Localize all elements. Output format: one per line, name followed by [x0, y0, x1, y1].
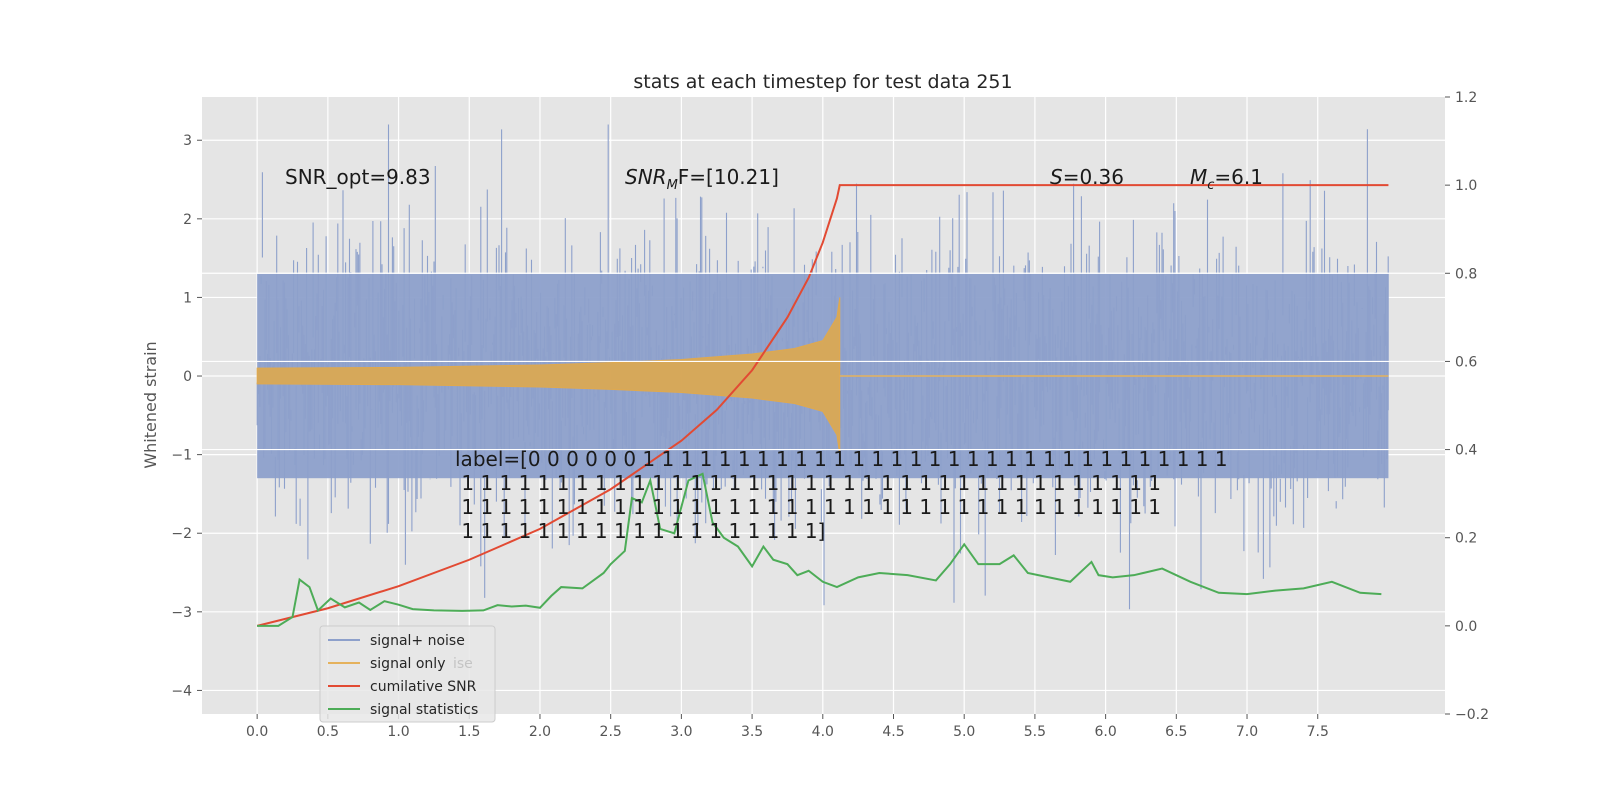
- x-tick-label: 2.5: [600, 724, 622, 740]
- label-line-2: 1 1 1 1 1 1 1 1 1 1 1 1 1 1 1 1 1 1 1 1 …: [455, 471, 1161, 495]
- cumulative-snr-line: [256, 184, 1389, 627]
- legend-entry-signal-statistics: signal statistics: [328, 702, 478, 718]
- legend: ise signal+ noise signal only cumilative…: [319, 625, 496, 723]
- annotations: SNR_opt=9.83 SNRMF=[10.21] S=0.36 Mc=6.1…: [285, 165, 1263, 543]
- mc-sub: c: [1207, 178, 1214, 193]
- label-line-3: 1 1 1 1 1 1 1 1 1 1 1 1 1 1 1 1 1 1 1 1 …: [455, 495, 1161, 519]
- x-tick-label: 3.5: [741, 724, 763, 740]
- x-tick-label: 5.5: [1024, 724, 1046, 740]
- mc-value: =6.1: [1214, 165, 1263, 189]
- y-tick-label: 0: [183, 369, 192, 385]
- x-tick-label: 0.0: [246, 724, 268, 740]
- y-tick-label: −2: [171, 526, 192, 542]
- legend-label-signal-noise: signal+ noise: [370, 633, 465, 649]
- legend-entry-signal-only: signal only: [328, 656, 445, 672]
- axis-ticks: 0.0 0.5 1.0 1.5 2.0 2.5 3.0 3.5 4.0 4.5 5.0 5.5 6.0 6…: [171, 90, 1489, 740]
- x-tick-label: 7.0: [1236, 724, 1258, 740]
- x-tick-label: 2.0: [529, 724, 551, 740]
- mc-annotation: Mc=6.1: [1190, 165, 1263, 193]
- y-tick-label: 3: [183, 133, 192, 149]
- legend-entry-signal-noise: signal+ noise: [328, 633, 465, 649]
- y-right-tick-label: −0.2: [1455, 707, 1489, 723]
- chart-title: stats at each timestep for test data 251: [633, 71, 1012, 93]
- x-tick-label: 4.0: [812, 724, 834, 740]
- snr-mf-sub: M: [667, 178, 678, 193]
- signal-statistics-line: [257, 472, 1382, 627]
- legend-label-cumulative-snr: cumilative SNR: [370, 679, 477, 695]
- label-annotation: label=[0 0 0 0 0 0 1 1 1 1 1 1 1 1 1 1 1…: [455, 447, 1228, 543]
- y-tick-label: −1: [171, 448, 192, 464]
- label-line-1: label=[0 0 0 0 0 0 1 1 1 1 1 1 1 1 1 1 1…: [455, 447, 1228, 471]
- snr-opt-annotation: SNR_opt=9.83: [285, 165, 431, 189]
- y-right-tick-label: 0.0: [1455, 619, 1477, 635]
- x-tick-label: 0.5: [317, 724, 339, 740]
- legend-ghost-text: ise: [453, 656, 473, 672]
- legend-label-signal-statistics: signal statistics: [370, 702, 478, 718]
- y-tick-label: −3: [171, 605, 192, 621]
- x-tick-label: 6.0: [1094, 724, 1116, 740]
- x-tick-label: 3.0: [670, 724, 692, 740]
- snr-mf-annotation: SNRMF=[10.21]: [625, 165, 779, 193]
- y-right-tick-label: 1.2: [1455, 90, 1477, 106]
- y-right-tick-label: 1.0: [1455, 178, 1477, 194]
- series-layer: [202, 124, 1445, 627]
- mc-italic: M: [1190, 165, 1207, 189]
- snr-mf-rest: F=[10.21]: [678, 165, 779, 189]
- y-right-tick-label: 0.8: [1455, 266, 1477, 282]
- label-line-4: 1 1 1 1 1 1 1 1 1 1 1 1 1 1 1 1 1 1 1]: [455, 519, 825, 543]
- y-tick-label: −4: [171, 683, 192, 699]
- x-tick-label: 4.5: [882, 724, 904, 740]
- y-axis-label: Whitened strain: [141, 341, 160, 468]
- legend-label-signal-only: signal only: [370, 656, 445, 672]
- s-annotation: S=0.36: [1050, 165, 1124, 189]
- y-tick-label: 1: [183, 290, 192, 306]
- x-tick-label: 1.5: [458, 724, 480, 740]
- x-tick-label: 1.0: [387, 724, 409, 740]
- x-tick-label: 6.5: [1165, 724, 1187, 740]
- y-right-tick-label: 0.6: [1455, 354, 1477, 370]
- s-value: =0.36: [1063, 165, 1124, 189]
- x-tick-label: 5.0: [953, 724, 975, 740]
- y-right-tick-label: 0.4: [1455, 443, 1477, 459]
- legend-box: [319, 625, 496, 723]
- s-italic: S: [1050, 165, 1063, 189]
- legend-entry-cumulative-snr: cumilative SNR: [328, 679, 477, 695]
- y-right-tick-label: 0.2: [1455, 531, 1477, 547]
- snr-mf-main: SNR: [625, 165, 667, 189]
- y-tick-label: 2: [183, 212, 192, 228]
- x-tick-label: 7.5: [1307, 724, 1329, 740]
